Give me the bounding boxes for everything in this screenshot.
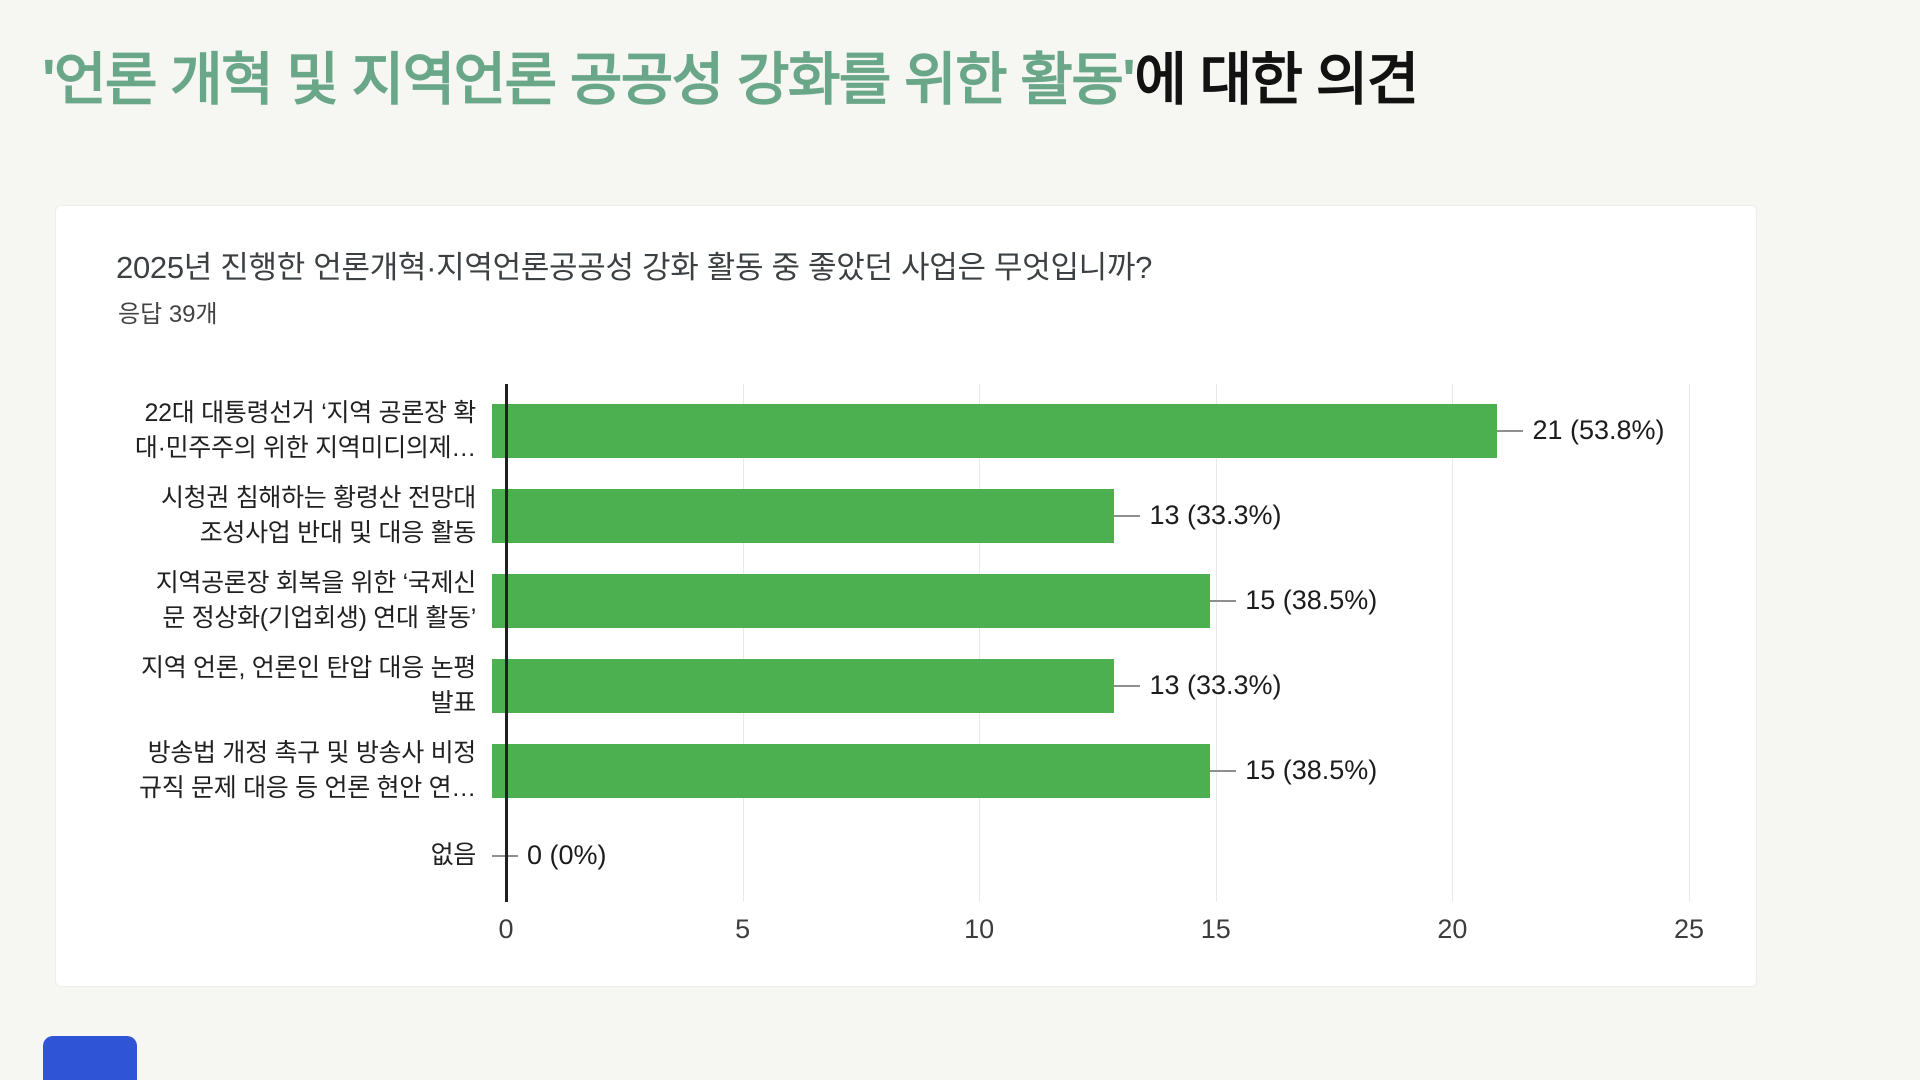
value-label: 13 (33.3%) bbox=[1149, 670, 1282, 700]
x-tick-label: 0 bbox=[498, 914, 514, 944]
x-tick-label: 20 bbox=[1437, 914, 1468, 944]
bar bbox=[492, 658, 1115, 713]
survey-chart-card: 2025년 진행한 언론개혁·지역언론공공성 강화 활동 중 좋았던 사업은 무… bbox=[55, 205, 1757, 987]
value-callout-line bbox=[1114, 684, 1141, 687]
bar-track: 21 (53.8%) bbox=[492, 388, 1689, 473]
category-label: 지역 언론, 언론인 탄압 대응 논평 발표 bbox=[141, 654, 476, 717]
chart-gridlines bbox=[506, 384, 1690, 902]
value-callout-line bbox=[1210, 599, 1237, 602]
gridline bbox=[1689, 384, 1690, 902]
value-label: 21 (53.8%) bbox=[1532, 415, 1665, 445]
category-label: 방송법 개정 촉구 및 방송사 비정 규직 문제 대응 등 언론 현안 연… bbox=[139, 739, 476, 802]
bar bbox=[492, 488, 1115, 543]
value-label: 13 (33.3%) bbox=[1149, 500, 1282, 530]
value-label: 15 (38.5%) bbox=[1245, 585, 1378, 615]
chart-row: 시청권 침해하는 황령산 전망대 조성사업 반대 및 대응 활동 13 (33.3… bbox=[56, 473, 1756, 558]
value-label: 0 (0%) bbox=[527, 840, 607, 870]
question-title: 2025년 진행한 언론개혁·지역언론공공성 강화 활동 중 좋았던 사업은 무… bbox=[116, 250, 1153, 285]
x-tick-label: 10 bbox=[964, 914, 995, 944]
bar bbox=[492, 573, 1211, 628]
x-axis: 0 5 10 15 20 25 bbox=[498, 902, 1704, 950]
gridline bbox=[1452, 384, 1454, 902]
category-label: 시청권 침해하는 황령산 전망대 조성사업 반대 및 대응 활동 bbox=[160, 484, 476, 547]
bar bbox=[492, 743, 1211, 798]
gridline bbox=[1215, 384, 1217, 902]
decorative-blue-shape bbox=[43, 1036, 137, 1080]
chart-row: 지역공론장 회복을 위한 ‘국제신 문 정상화(기업회생) 연대 활동’ 15 (… bbox=[56, 558, 1756, 643]
bar-track: 0 (0%) bbox=[492, 813, 1689, 898]
chart-rows: 22대 대통령선거 ‘지역 공론장 확 대·민주주의 위한 지역미디의제… 21 … bbox=[56, 384, 1756, 902]
chart-row: 없음 0 (0%) bbox=[56, 813, 1756, 898]
bar-chart: 22대 대통령선거 ‘지역 공론장 확 대·민주주의 위한 지역미디의제… 21 … bbox=[56, 384, 1756, 950]
page-title-rest: 에 대한 의견 bbox=[1134, 48, 1419, 112]
category-label: 없음 bbox=[430, 841, 477, 870]
responses-count: 응답 39개 bbox=[118, 301, 218, 328]
page-title: '언론 개혁 및 지역언론 공공성 강화를 위한 활동'에 대한 의견 bbox=[42, 48, 1419, 114]
bar-track: 15 (38.5%) bbox=[492, 728, 1689, 813]
bar-track: 13 (33.3%) bbox=[492, 473, 1689, 558]
chart-row: 방송법 개정 촉구 및 방송사 비정 규직 문제 대응 등 언론 현안 연… 15… bbox=[56, 728, 1756, 813]
category-label: 22대 대통령선거 ‘지역 공론장 확 대·민주주의 위한 지역미디의제… bbox=[134, 399, 476, 462]
x-tick-label: 5 bbox=[735, 914, 751, 944]
value-callout-line bbox=[1114, 514, 1141, 517]
bar-track: 15 (38.5%) bbox=[492, 558, 1689, 643]
chart-row: 22대 대통령선거 ‘지역 공론장 확 대·민주주의 위한 지역미디의제… 21 … bbox=[56, 388, 1756, 473]
chart-row: 지역 언론, 언론인 탄압 대응 논평 발표 13 (33.3%) bbox=[56, 643, 1756, 728]
x-tick-label: 15 bbox=[1200, 914, 1231, 944]
gridline bbox=[742, 384, 744, 902]
category-label: 지역공론장 회복을 위한 ‘국제신 문 정상화(기업회생) 연대 활동’ bbox=[155, 569, 477, 632]
x-tick-label: 25 bbox=[1673, 914, 1705, 944]
value-callout-line bbox=[1497, 429, 1524, 432]
bar bbox=[492, 403, 1498, 458]
y-axis-line bbox=[505, 384, 508, 902]
page-title-highlight: '언론 개혁 및 지역언론 공공성 강화를 위한 활동' bbox=[42, 48, 1136, 112]
gridline bbox=[979, 384, 981, 902]
bar-track: 13 (33.3%) bbox=[492, 643, 1689, 728]
value-label: 15 (38.5%) bbox=[1245, 755, 1378, 785]
value-callout-line bbox=[1210, 769, 1237, 772]
